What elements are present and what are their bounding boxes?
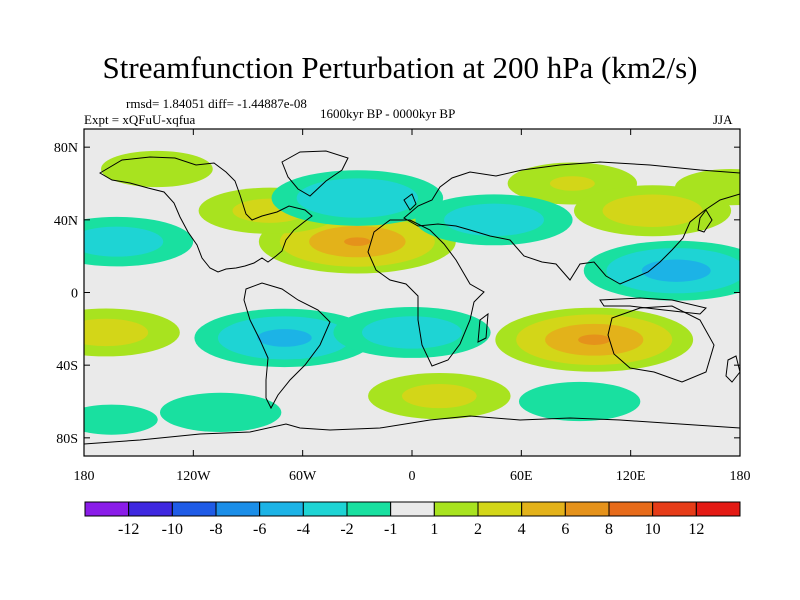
coast-africa (367, 219, 485, 367)
contour-band (675, 169, 740, 206)
coastlines (84, 150, 740, 445)
streamfunction-field (84, 129, 740, 456)
colorbar-label: 10 (645, 521, 661, 538)
anomaly-cell (333, 306, 491, 358)
anomaly-cell (84, 404, 158, 435)
y-tick-label: 80N (54, 141, 78, 156)
coast-eurasia (403, 161, 740, 285)
rmsd-stats: rmsd= 1.84051 diff= -1.44887e-08 (126, 96, 307, 111)
y-axis: 80N 40N 0 40S 80S (54, 141, 740, 447)
coast-new-zealand (725, 355, 740, 383)
coast-indonesia (599, 297, 707, 315)
colorbar-swatch (215, 501, 261, 517)
contour-band (84, 404, 158, 435)
anomaly-cell (583, 240, 740, 301)
coast-north-america (99, 156, 313, 273)
coast-antarctica (84, 415, 740, 445)
anomaly-cell (368, 372, 511, 420)
colorbar-swatch (521, 501, 566, 517)
colorbar-swatch (433, 501, 479, 517)
anomaly-cell (84, 308, 180, 357)
contour-band (401, 383, 477, 409)
contour-band (101, 150, 213, 188)
colorbar-swatch (302, 501, 348, 517)
x-tick-label: 0 (409, 469, 416, 484)
contour-band (257, 329, 312, 347)
anomaly-cell (84, 216, 194, 267)
colorbar-swatch (128, 501, 173, 517)
colorbar-label: -2 (340, 521, 353, 538)
x-tick-label: 180 (74, 469, 95, 484)
contour-band (84, 318, 149, 347)
experiment-label: Expt = xQFuU-xqfua (84, 112, 196, 127)
coast-madagascar (477, 312, 489, 343)
anomaly-cell (159, 392, 282, 433)
x-tick-label: 180 (730, 469, 751, 484)
x-tick-label: 120E (616, 469, 646, 484)
colorbar-swatch (346, 501, 392, 517)
colorbar-label: -10 (162, 521, 183, 538)
colorbar-label: 1 (430, 521, 438, 538)
period-label: 1600kyr BP - 0000kyr BP (320, 106, 456, 121)
x-tick-label: 120W (176, 469, 211, 484)
y-tick-label: 0 (71, 287, 78, 302)
colorbar-label: -6 (253, 521, 266, 538)
colorbar-swatch (695, 501, 741, 517)
y-tick-label: 40S (56, 359, 78, 374)
season-label: JJA (713, 112, 733, 127)
anomaly-cell (271, 170, 444, 226)
contour-band (578, 334, 611, 345)
anomaly-cell (415, 194, 573, 246)
contour-band (159, 392, 282, 433)
colorbar-swatch (390, 501, 435, 517)
coast-greenland (281, 150, 349, 197)
anomaly-cell (495, 307, 694, 372)
coast-japan (697, 209, 713, 233)
contour-band (641, 259, 711, 282)
colorbar-label: 6 (561, 521, 569, 538)
colorbar-swatch (477, 501, 523, 517)
anomaly-cell (675, 169, 740, 206)
colorbar-label: -8 (209, 521, 222, 538)
x-tick-label: 60W (289, 469, 317, 484)
contour-band (444, 203, 544, 237)
contour-band (549, 176, 595, 191)
colorbar-swatch (652, 501, 697, 517)
colorbar-label: -12 (118, 521, 139, 538)
contour-band (362, 316, 462, 349)
chart-title: Streamfunction Perturbation at 200 hPa (… (102, 50, 698, 85)
anomaly-cell (518, 381, 641, 422)
x-tick-label: 60E (510, 469, 533, 484)
contour-band (296, 178, 419, 218)
contour-band (84, 226, 164, 257)
colorbar-swatch (608, 501, 654, 517)
colorbar: -12 -10 -8 -6 -4 -2 -1 1 2 4 6 8 10 12 (84, 501, 741, 538)
colorbar-label: -1 (384, 521, 397, 538)
colorbar-label: 8 (605, 521, 613, 538)
contour-band (602, 194, 703, 227)
coast-uk (403, 193, 417, 211)
contour-band (518, 381, 641, 422)
anomaly-cell (101, 150, 213, 188)
colorbar-swatch (259, 501, 304, 517)
colorbar-swatch (84, 501, 130, 517)
y-tick-label: 80S (56, 432, 78, 447)
colorbar-label: 2 (474, 521, 482, 538)
colorbar-label: 12 (688, 521, 704, 538)
colorbar-label: -4 (297, 521, 310, 538)
x-axis: 180 120W 60W 0 60E 120E 180 (74, 129, 751, 484)
coast-south-america (243, 282, 331, 410)
contour-band (344, 237, 371, 246)
colorbar-swatch (564, 501, 610, 517)
y-tick-label: 40N (54, 214, 78, 229)
colorbar-label: 4 (518, 521, 526, 538)
coast-australia (607, 305, 715, 383)
colorbar-swatch (171, 501, 217, 517)
